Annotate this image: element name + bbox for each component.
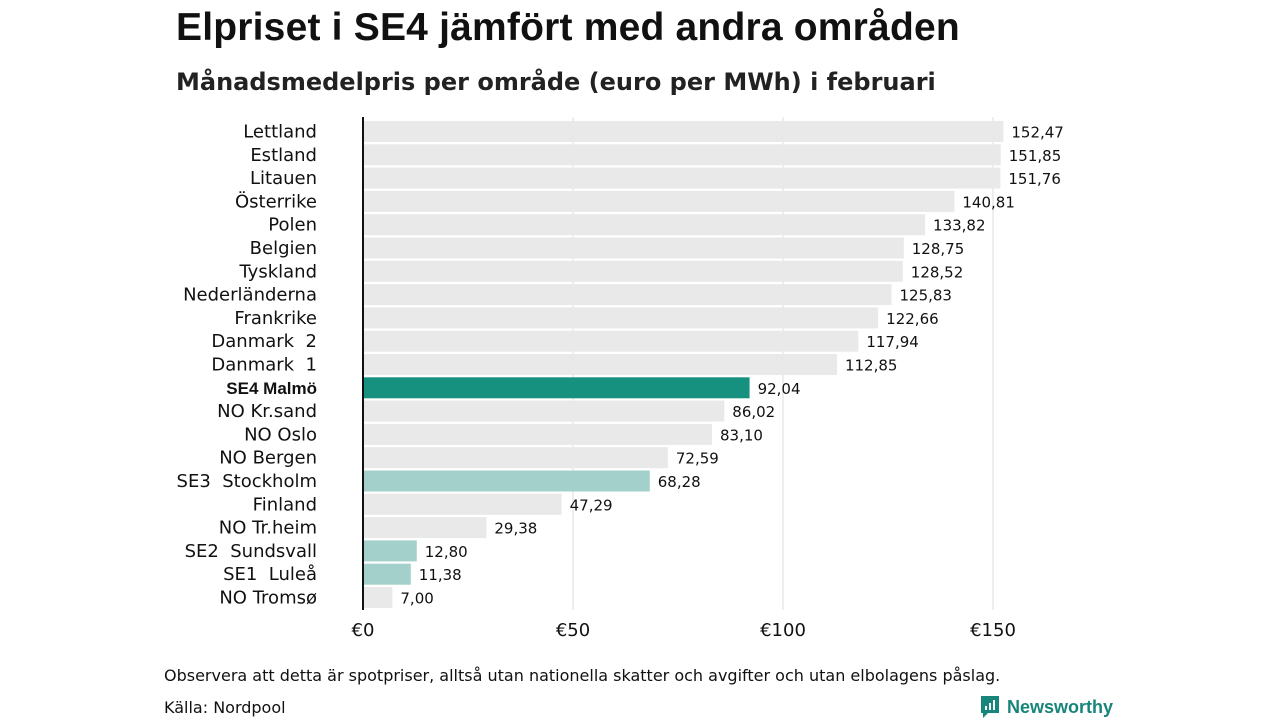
category-label-1: Estland bbox=[250, 145, 317, 166]
value-label-9: 117,94 bbox=[866, 333, 919, 351]
x-tick-label-50: €50 bbox=[556, 620, 590, 641]
bar-7 bbox=[363, 284, 892, 306]
category-label-13: NO Oslo bbox=[244, 424, 317, 445]
value-label-20: 7,00 bbox=[400, 590, 433, 608]
value-label-0: 152,47 bbox=[1011, 124, 1064, 142]
bar-13 bbox=[363, 423, 713, 445]
category-label-11: SE4 Malmö bbox=[226, 379, 317, 398]
category-label-14: NO Bergen bbox=[219, 448, 317, 469]
source-credit: Källa: Nordpool bbox=[164, 698, 286, 717]
brand-name: Newsworthy bbox=[1007, 696, 1114, 717]
footnote: Observera att detta är spotpriser, allts… bbox=[164, 666, 1001, 685]
value-label-8: 122,66 bbox=[886, 310, 939, 328]
category-label-20: NO Tromsø bbox=[219, 588, 317, 609]
value-label-6: 128,52 bbox=[911, 263, 964, 281]
category-label-7: Nederländerna bbox=[183, 285, 317, 306]
category-label-17: NO Tr.heim bbox=[219, 518, 317, 539]
value-label-19: 11,38 bbox=[419, 566, 462, 584]
newsworthy-logo: Newsworthy bbox=[979, 694, 1113, 720]
bar-18 bbox=[363, 540, 417, 562]
bar-3 bbox=[363, 190, 955, 212]
bar-12 bbox=[363, 400, 725, 422]
value-label-3: 140,81 bbox=[962, 193, 1015, 211]
bar-8 bbox=[363, 307, 879, 329]
bar-15 bbox=[363, 470, 650, 492]
bar-0 bbox=[363, 121, 1004, 142]
bar-chart: Lettland 152,47 Estland 151,85 Litauen 151,76… bbox=[177, 117, 1064, 641]
category-label-10: Danmark 1 bbox=[211, 355, 317, 376]
category-label-4: Polen bbox=[268, 215, 317, 236]
bar-19 bbox=[363, 563, 411, 585]
category-label-9: Danmark 2 bbox=[211, 331, 317, 352]
x-tick-label-0: €0 bbox=[352, 620, 375, 641]
bar-9 bbox=[363, 330, 859, 352]
value-label-17: 29,38 bbox=[494, 520, 537, 538]
value-label-10: 112,85 bbox=[845, 357, 898, 375]
value-label-1: 151,85 bbox=[1009, 147, 1062, 165]
value-label-18: 12,80 bbox=[425, 543, 468, 561]
category-label-3: Österrike bbox=[235, 190, 317, 212]
value-label-4: 133,82 bbox=[933, 217, 986, 235]
value-label-16: 47,29 bbox=[570, 496, 613, 514]
category-label-15: SE3 Stockholm bbox=[177, 471, 317, 492]
bar-2 bbox=[363, 167, 1001, 189]
category-label-18: SE2 Sundsvall bbox=[185, 541, 317, 562]
value-label-11: 92,04 bbox=[758, 380, 801, 398]
category-label-0: Lettland bbox=[243, 122, 317, 143]
category-label-5: Belgien bbox=[250, 238, 317, 259]
bar-14 bbox=[363, 447, 668, 469]
bar-6 bbox=[363, 260, 903, 282]
chart-title: Elpriset i SE4 jämfört med andra områden bbox=[176, 6, 960, 49]
bar-11 bbox=[363, 377, 750, 399]
x-tick-label-100: €100 bbox=[760, 620, 806, 641]
category-label-19: SE1 Luleå bbox=[223, 564, 317, 585]
newsworthy-logo-icon bbox=[981, 696, 999, 718]
value-label-14: 72,59 bbox=[676, 450, 719, 468]
category-label-16: Finland bbox=[253, 494, 317, 515]
category-label-2: Litauen bbox=[250, 168, 317, 189]
value-label-15: 68,28 bbox=[658, 473, 701, 491]
value-label-7: 125,83 bbox=[899, 287, 952, 305]
value-label-13: 83,10 bbox=[720, 426, 763, 444]
bar-16 bbox=[363, 493, 562, 515]
chart-subtitle: Månadsmedelpris per område (euro per MWh… bbox=[176, 68, 936, 96]
bar-20 bbox=[363, 587, 393, 608]
bar-1 bbox=[363, 144, 1001, 166]
value-label-12: 86,02 bbox=[732, 403, 775, 421]
bar-5 bbox=[363, 237, 904, 259]
category-label-8: Frankrike bbox=[234, 308, 317, 329]
category-label-6: Tyskland bbox=[238, 261, 317, 282]
bar-17 bbox=[363, 517, 487, 539]
value-label-2: 151,76 bbox=[1008, 170, 1061, 188]
bar-10 bbox=[363, 354, 837, 375]
x-tick-label-150: €150 bbox=[970, 620, 1016, 641]
value-label-5: 128,75 bbox=[912, 240, 965, 258]
category-label-12: NO Kr.sand bbox=[217, 401, 317, 422]
bar-4 bbox=[363, 214, 926, 236]
